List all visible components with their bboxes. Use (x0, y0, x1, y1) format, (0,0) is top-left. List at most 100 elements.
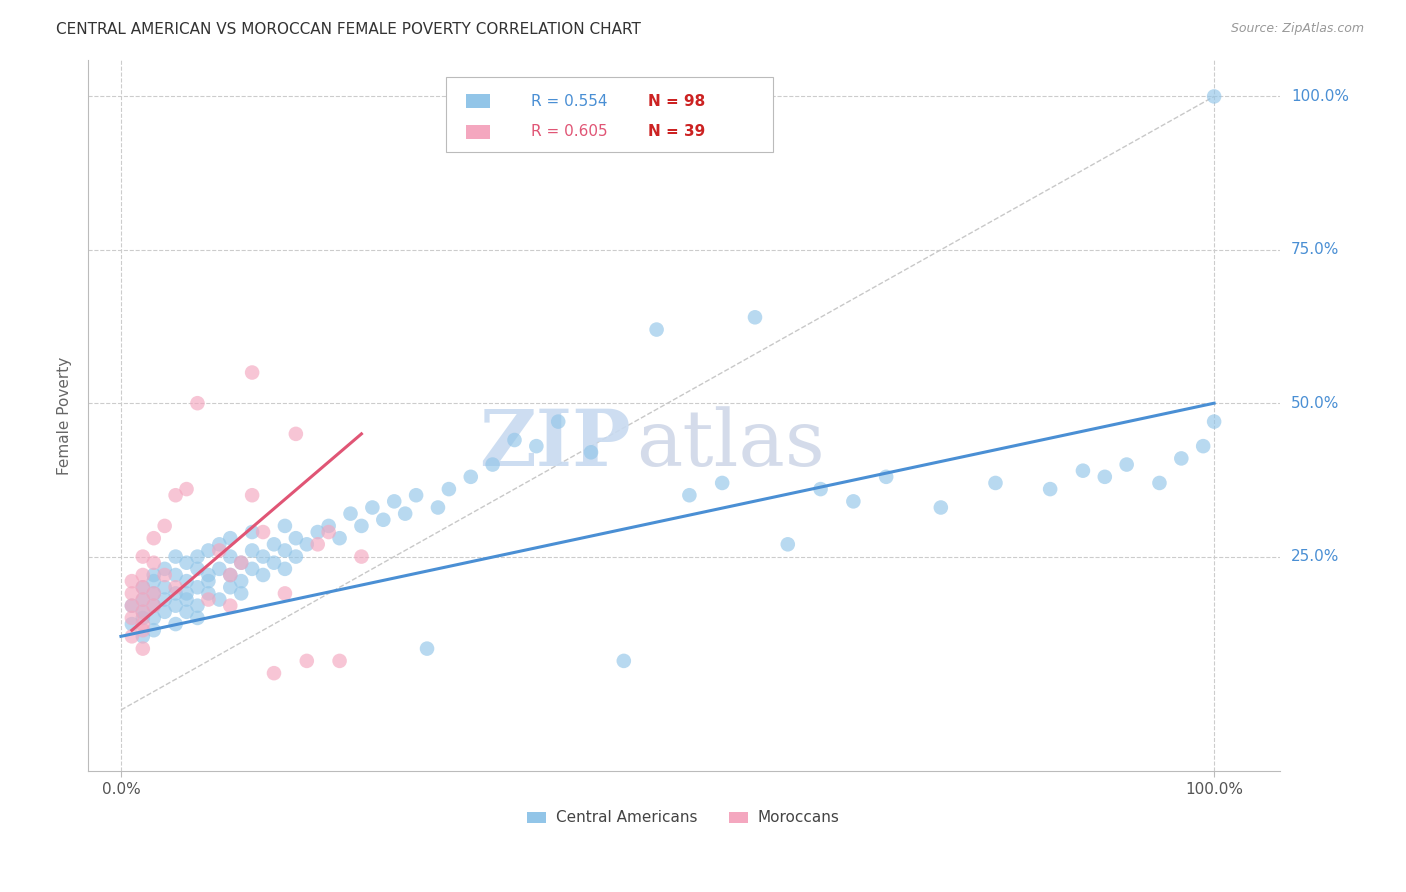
Point (481, 458, 503, 472)
Point (231, 586, 253, 600)
Point (121, 629, 143, 643)
Y-axis label: Female Poverty: Female Poverty (58, 356, 72, 475)
Point (176, 592, 198, 607)
Point (263, 537, 285, 551)
Point (744, 310, 766, 325)
Point (208, 592, 231, 607)
Point (350, 519, 373, 533)
Point (284, 531, 307, 545)
Point (142, 568, 165, 582)
Point (132, 592, 155, 607)
Point (121, 586, 143, 600)
Point (132, 605, 155, 619)
Point (219, 599, 242, 613)
Point (121, 617, 143, 632)
Point (382, 494, 405, 508)
Point (219, 568, 242, 582)
Point (132, 580, 155, 594)
Point (197, 592, 219, 607)
Point (252, 568, 274, 582)
Point (426, 500, 449, 515)
Point (460, 470, 482, 484)
Point (132, 611, 155, 625)
Point (153, 605, 176, 619)
Point (842, 494, 865, 508)
Point (197, 543, 219, 558)
Text: Source: ZipAtlas.com: Source: ZipAtlas.com (1230, 22, 1364, 36)
Point (503, 433, 526, 447)
Point (274, 586, 297, 600)
Point (579, 445, 602, 459)
Point (132, 617, 155, 632)
Point (274, 543, 297, 558)
Point (142, 624, 165, 638)
Point (165, 549, 187, 564)
Point (1192, 439, 1215, 453)
Point (263, 666, 285, 681)
Point (1204, 415, 1226, 429)
Point (153, 562, 176, 576)
Point (142, 574, 165, 588)
Point (186, 549, 208, 564)
Point (142, 586, 165, 600)
Point (284, 426, 307, 441)
Point (153, 580, 176, 594)
Bar (527, 812, 546, 823)
Point (1149, 475, 1171, 490)
Point (219, 549, 242, 564)
Point (240, 366, 263, 380)
Point (142, 556, 165, 570)
Point (197, 568, 219, 582)
Point (208, 543, 231, 558)
Point (165, 586, 187, 600)
Point (373, 513, 395, 527)
Bar (730, 812, 748, 823)
Point (318, 519, 340, 533)
Text: R = 0.554: R = 0.554 (531, 94, 607, 109)
Point (1204, 89, 1226, 103)
Point (437, 482, 460, 496)
Point (295, 537, 318, 551)
Point (240, 562, 263, 576)
Point (132, 580, 155, 594)
Text: 75.0%: 75.0% (1291, 243, 1339, 257)
Point (176, 482, 198, 496)
Point (295, 654, 318, 668)
Point (405, 488, 427, 502)
Point (318, 524, 340, 539)
Point (329, 654, 352, 668)
Point (121, 574, 143, 588)
Point (219, 531, 242, 545)
Point (219, 580, 242, 594)
Point (121, 599, 143, 613)
Point (132, 549, 155, 564)
Point (186, 396, 208, 410)
Point (984, 475, 1007, 490)
Point (711, 475, 734, 490)
Point (132, 624, 155, 638)
Point (132, 641, 155, 656)
Point (339, 507, 361, 521)
Point (165, 568, 187, 582)
Point (153, 568, 176, 582)
Text: N = 98: N = 98 (648, 94, 706, 109)
Point (132, 568, 155, 582)
Text: Central Americans: Central Americans (557, 810, 697, 825)
Point (176, 574, 198, 588)
Point (121, 611, 143, 625)
Point (132, 605, 155, 619)
Point (165, 488, 187, 502)
Point (1170, 451, 1192, 466)
Point (284, 549, 307, 564)
Point (274, 519, 297, 533)
Point (1071, 464, 1094, 478)
Point (186, 599, 208, 613)
Point (186, 611, 208, 625)
Point (252, 524, 274, 539)
Point (231, 556, 253, 570)
Point (219, 568, 242, 582)
Text: ZIP: ZIP (478, 406, 630, 482)
Point (1039, 482, 1062, 496)
Text: N = 39: N = 39 (648, 124, 706, 139)
Point (524, 439, 547, 453)
